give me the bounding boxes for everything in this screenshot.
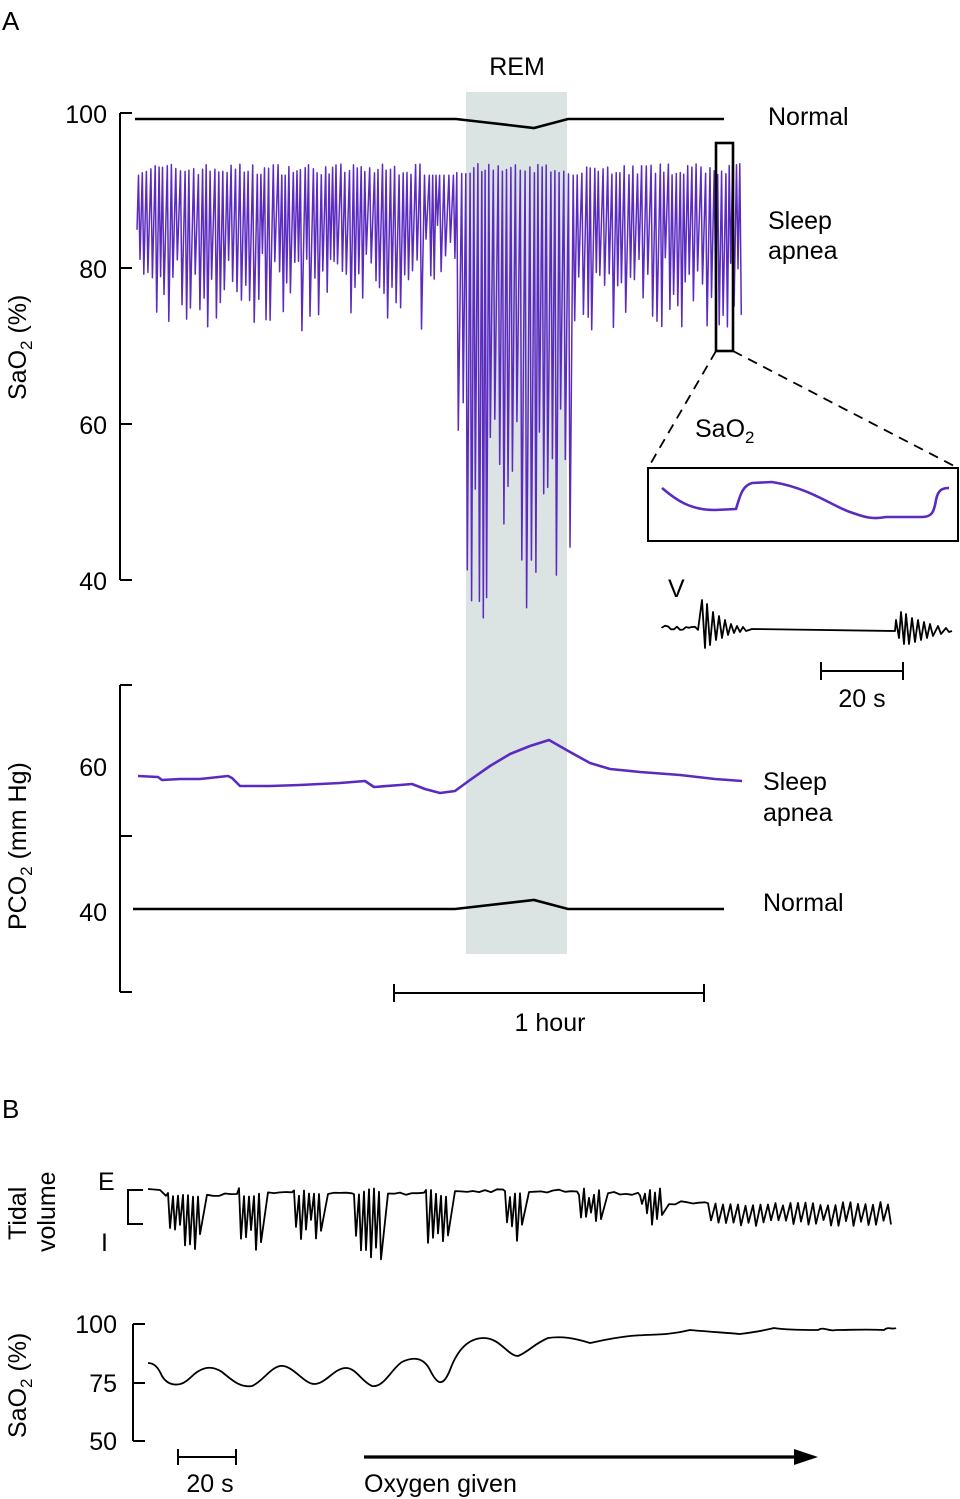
sao2-tick-60: 60	[79, 412, 107, 440]
oxygen-label: Oxygen given	[364, 1470, 517, 1498]
pco2-normal-line	[133, 898, 724, 911]
rem-label: REM	[489, 53, 545, 81]
tidal-label-1: Tidal	[4, 1187, 32, 1240]
b-sao2-tick-50: 50	[89, 1428, 117, 1456]
pco2-sleep-apnea-trace	[137, 738, 743, 795]
sao2-sleep-apnea-trace	[136, 162, 743, 619]
panel-b-label: B	[2, 1094, 19, 1124]
sao2-tick-100: 100	[65, 101, 107, 129]
sao2-axis: 100 80 60 40	[65, 101, 132, 596]
pco2-apnea-label-1: Sleep	[763, 768, 827, 796]
pco2-apnea-label-2: apnea	[763, 799, 833, 827]
inset-box	[647, 467, 959, 542]
sao2-axis-label: SaO2 (%)	[4, 295, 36, 400]
b-sao2-trace	[147, 1327, 897, 1388]
b-scalebar	[177, 1449, 237, 1465]
panel-a-label: A	[2, 6, 20, 36]
inset-scalebar	[820, 662, 904, 680]
inset-v-label: V	[668, 575, 685, 603]
zoom-lines	[647, 350, 959, 469]
hour-scalebar-label: 1 hour	[515, 1009, 586, 1037]
pco2-axis-label: PCO2 (mm Hg)	[4, 762, 36, 930]
b-sao2-tick-100: 100	[75, 1311, 117, 1339]
inset-ventilation-trace	[661, 599, 953, 649]
pco2-normal-label: Normal	[763, 889, 844, 917]
sao2-apnea-label-2: apnea	[768, 237, 838, 265]
pco2-tick-60: 60	[79, 754, 107, 782]
tidal-volume-trace	[147, 1187, 892, 1261]
tidal-tick-e: E	[98, 1168, 115, 1196]
tidal-label-2: volume	[33, 1171, 61, 1252]
hour-scalebar	[393, 984, 705, 1002]
b-sao2-tick-75: 75	[89, 1370, 117, 1398]
sao2-normal-line	[135, 117, 724, 130]
inset-sao2-trace	[661, 480, 950, 520]
inset-sao2-label: SaO2	[695, 415, 755, 447]
sao2-normal-label: Normal	[768, 103, 849, 131]
sao2-apnea-label-1: Sleep	[768, 207, 832, 235]
tidal-scale	[127, 1189, 143, 1225]
sao2-tick-40: 40	[79, 568, 107, 596]
zoom-box	[714, 141, 735, 353]
b-sao2-axis-label: SaO2 (%)	[4, 1333, 36, 1438]
pco2-tick-40: 40	[79, 899, 107, 927]
sao2-tick-80: 80	[79, 256, 107, 284]
b-scalebar-label: 20 s	[186, 1470, 233, 1498]
inset-scalebar-label: 20 s	[838, 685, 885, 713]
b-sao2-axis: 100 75 50	[75, 1311, 145, 1456]
oxygen-arrowhead	[794, 1449, 818, 1465]
pco2-axis: 60 40	[79, 684, 132, 993]
tidal-tick-i: I	[101, 1229, 108, 1257]
